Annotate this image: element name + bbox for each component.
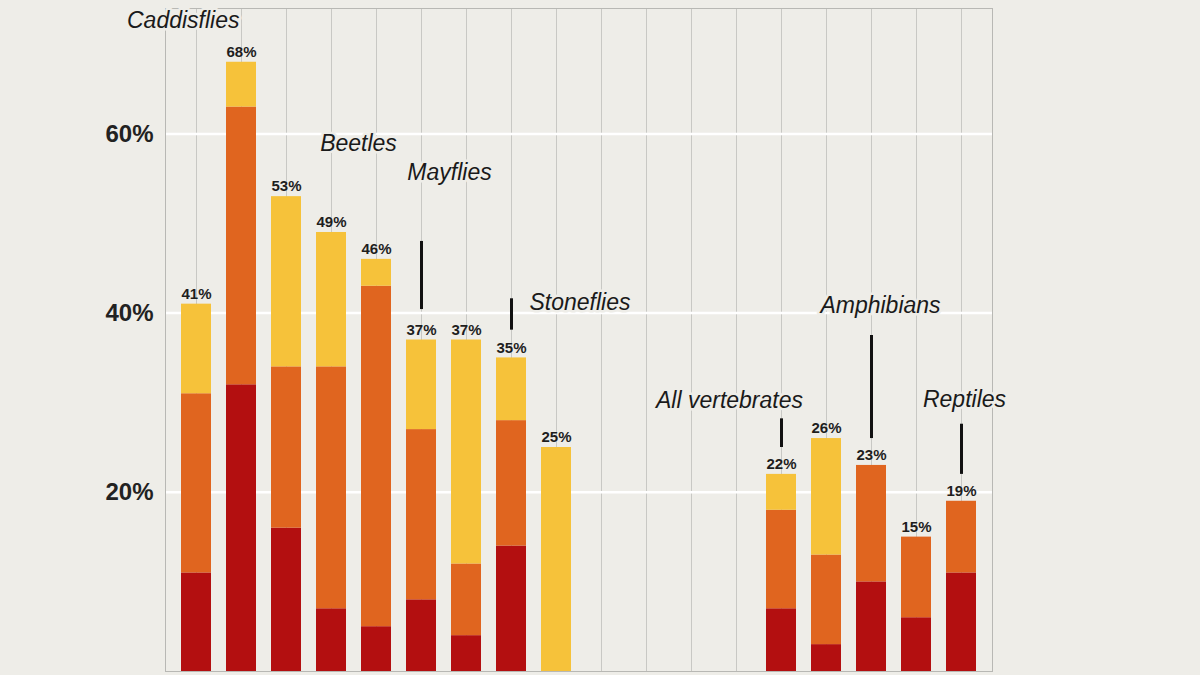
- svg-text:23%: 23%: [856, 446, 886, 463]
- svg-text:37%: 37%: [451, 321, 481, 338]
- svg-text:35%: 35%: [496, 339, 526, 356]
- svg-text:25%: 25%: [541, 428, 571, 445]
- svg-text:Beetles: Beetles: [320, 130, 397, 156]
- svg-text:68%: 68%: [226, 43, 256, 60]
- svg-text:Amphibians: Amphibians: [818, 292, 941, 318]
- svg-text:41%: 41%: [181, 285, 211, 302]
- svg-text:60%: 60%: [105, 120, 153, 147]
- svg-text:40%: 40%: [105, 299, 153, 326]
- svg-text:19%: 19%: [946, 482, 976, 499]
- svg-text:All vertebrates: All vertebrates: [654, 387, 804, 413]
- svg-text:Stoneflies: Stoneflies: [530, 289, 632, 315]
- svg-text:15%: 15%: [901, 518, 931, 535]
- svg-text:22%: 22%: [766, 455, 796, 472]
- svg-text:Caddisflies: Caddisflies: [127, 7, 240, 33]
- svg-text:Mayflies: Mayflies: [407, 159, 492, 185]
- svg-text:46%: 46%: [361, 240, 391, 257]
- svg-text:Reptiles: Reptiles: [923, 386, 1007, 412]
- svg-text:49%: 49%: [316, 213, 346, 230]
- svg-text:53%: 53%: [271, 177, 301, 194]
- svg-text:26%: 26%: [811, 419, 841, 436]
- svg-text:37%: 37%: [406, 321, 436, 338]
- svg-text:20%: 20%: [105, 478, 153, 505]
